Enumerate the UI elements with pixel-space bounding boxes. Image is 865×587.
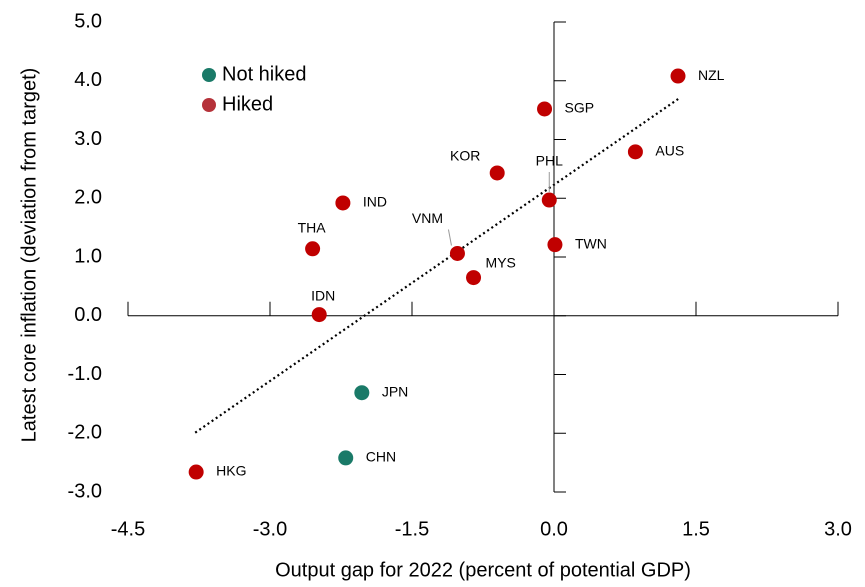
data-point (354, 385, 370, 401)
leader-line (447, 229, 452, 246)
data-point (547, 237, 563, 253)
x-tick-label: 1.5 (682, 518, 710, 540)
x-tick-label: 3.0 (824, 518, 852, 540)
point-label: VNM (412, 210, 443, 226)
data-point (466, 270, 482, 286)
x-tick-label: 0.0 (540, 518, 568, 540)
y-tick-label: 5.0 (74, 10, 102, 32)
legend-marker (202, 68, 216, 82)
x-tick-label: -1.5 (395, 518, 429, 540)
y-tick-label: 4.0 (74, 69, 102, 91)
data-point (338, 450, 354, 466)
trendline (194, 96, 681, 434)
y-tick-label: 2.0 (74, 187, 102, 209)
x-tick-label: -4.5 (111, 518, 145, 540)
data-point (188, 464, 204, 480)
legend-label: Hiked (222, 93, 273, 115)
data-point (627, 144, 643, 160)
y-tick-label: -2.0 (68, 422, 102, 444)
x-axis-title: Output gap for 2022 (percent of potentia… (275, 559, 691, 581)
point-label: CHN (366, 449, 396, 465)
data-point (311, 307, 327, 323)
y-tick-label: -1.0 (68, 363, 102, 385)
point-label: IND (363, 194, 387, 210)
y-axis-title: Latest core inflation (deviation from ta… (18, 68, 40, 443)
point-label: NZL (698, 67, 725, 83)
point-label: SGP (565, 100, 595, 116)
data-point (449, 245, 465, 261)
legend-marker (202, 98, 216, 112)
y-tick-label: 1.0 (74, 245, 102, 267)
y-tick-label: -3.0 (68, 480, 102, 502)
point-label: KOR (450, 148, 480, 164)
data-point (541, 192, 557, 208)
point-label: THA (298, 219, 327, 235)
y-tick-label: 3.0 (74, 128, 102, 150)
y-tick-label: 0.0 (74, 304, 102, 326)
point-label: TWN (575, 235, 607, 251)
point-label: MYS (486, 254, 516, 270)
data-point (670, 68, 686, 84)
x-tick-label: -3.0 (253, 518, 287, 540)
point-label: HKG (216, 463, 246, 479)
legend-label: Not hiked (222, 63, 307, 85)
data-point (335, 195, 351, 211)
data-point (305, 241, 321, 257)
point-label: IDN (311, 287, 335, 303)
point-label: AUS (655, 143, 684, 159)
data-point (489, 165, 505, 181)
data-point (537, 101, 553, 117)
point-label: PHL (536, 153, 563, 169)
point-label: JPN (382, 383, 408, 399)
